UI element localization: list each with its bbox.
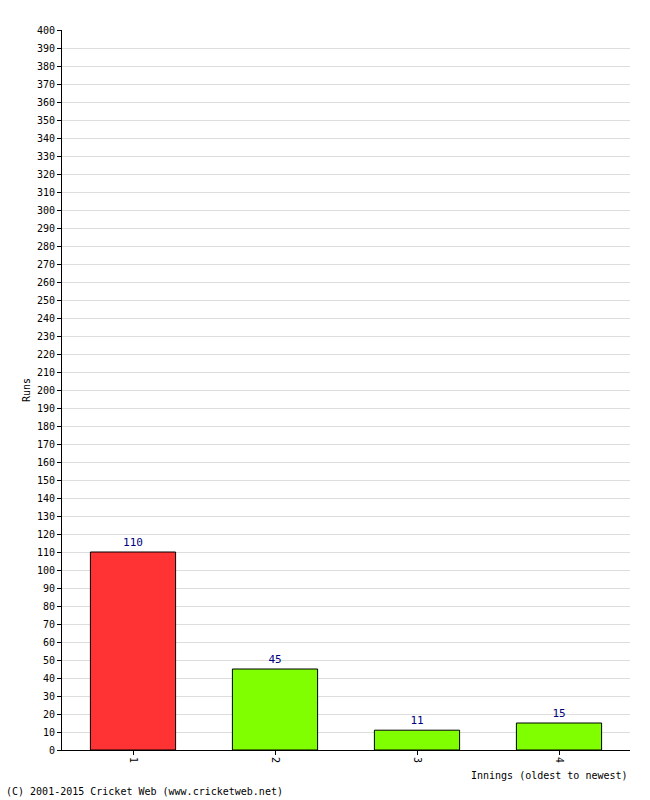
svg-text:250: 250 (37, 295, 55, 306)
svg-text:330: 330 (37, 151, 55, 162)
svg-text:160: 160 (37, 457, 55, 468)
svg-text:Runs: Runs (21, 378, 32, 402)
svg-text:380: 380 (37, 61, 55, 72)
svg-text:40: 40 (43, 673, 55, 684)
svg-text:110: 110 (123, 536, 143, 549)
svg-text:360: 360 (37, 97, 55, 108)
svg-text:140: 140 (37, 493, 55, 504)
svg-text:110: 110 (37, 547, 55, 558)
svg-text:50: 50 (43, 655, 55, 666)
svg-text:180: 180 (37, 421, 55, 432)
svg-text:190: 190 (37, 403, 55, 414)
svg-text:240: 240 (37, 313, 55, 324)
svg-text:390: 390 (37, 43, 55, 54)
svg-text:10: 10 (43, 727, 55, 738)
svg-text:150: 150 (37, 475, 55, 486)
svg-text:30: 30 (43, 691, 55, 702)
svg-text:120: 120 (37, 529, 55, 540)
svg-text:340: 340 (37, 133, 55, 144)
svg-text:3: 3 (412, 757, 423, 763)
svg-text:280: 280 (37, 241, 55, 252)
svg-text:350: 350 (37, 115, 55, 126)
svg-text:20: 20 (43, 709, 55, 720)
svg-text:100: 100 (37, 565, 55, 576)
svg-text:290: 290 (37, 223, 55, 234)
svg-text:230: 230 (37, 331, 55, 342)
svg-text:1: 1 (128, 757, 139, 763)
svg-text:270: 270 (37, 259, 55, 270)
svg-text:170: 170 (37, 439, 55, 450)
svg-text:300: 300 (37, 205, 55, 216)
svg-text:80: 80 (43, 601, 55, 612)
svg-text:15: 15 (552, 707, 565, 720)
svg-text:200: 200 (37, 385, 55, 396)
svg-text:45: 45 (268, 653, 281, 666)
svg-text:310: 310 (37, 187, 55, 198)
svg-text:2: 2 (270, 757, 281, 763)
svg-text:11: 11 (410, 714, 423, 727)
svg-text:320: 320 (37, 169, 55, 180)
svg-text:260: 260 (37, 277, 55, 288)
svg-text:70: 70 (43, 619, 55, 630)
svg-text:60: 60 (43, 637, 55, 648)
svg-text:400: 400 (37, 25, 55, 36)
svg-text:90: 90 (43, 583, 55, 594)
svg-text:4: 4 (554, 757, 565, 763)
svg-text:220: 220 (37, 349, 55, 360)
svg-text:Innings (oldest to newest): Innings (oldest to newest) (471, 770, 628, 781)
svg-text:0: 0 (49, 745, 55, 756)
svg-text:130: 130 (37, 511, 55, 522)
svg-text:210: 210 (37, 367, 55, 378)
svg-text:(C) 2001-2015 Cricket Web (www: (C) 2001-2015 Cricket Web (www.cricketwe… (6, 786, 283, 797)
svg-text:370: 370 (37, 79, 55, 90)
